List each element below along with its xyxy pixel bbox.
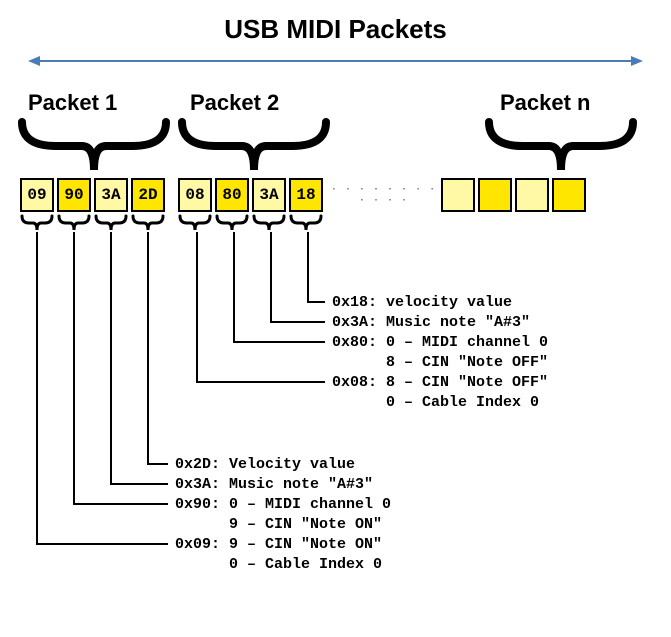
brace-packet1 (18, 118, 170, 174)
leader-lines (0, 232, 671, 637)
brace-packetn (485, 118, 637, 174)
small-braces (20, 214, 330, 232)
p1-desc-l2: 0x3A: Music note "A#3" (175, 476, 373, 493)
p2-desc-l3: 0x80: 0 – MIDI channel 0 (332, 334, 548, 351)
p1-desc-l4: 9 – CIN "Note ON" (175, 516, 382, 533)
p1-desc-l5: 0x09: 9 – CIN "Note ON" (175, 536, 382, 553)
p1-byte1: 90 (57, 178, 91, 212)
p1-desc-l3: 0x90: 0 – MIDI channel 0 (175, 496, 391, 513)
pn-byte1 (478, 178, 512, 212)
brace-packet2 (178, 118, 330, 174)
p2-desc-l1: 0x18: velocity value (332, 294, 512, 311)
byte-row: 09 90 3A 2D 08 80 3A 18 · · · · · · · · … (20, 178, 589, 212)
p1-desc-l6: 0 – Cable Index 0 (175, 556, 382, 573)
p2-desc-l5: 0x08: 8 – CIN "Note OFF" (332, 374, 548, 391)
span-arrow (28, 54, 643, 68)
diagram-title: USB MIDI Packets (0, 14, 671, 45)
pn-byte2 (515, 178, 549, 212)
p2-desc-l6: 0 – Cable Index 0 (332, 394, 539, 411)
p2-byte3: 18 (289, 178, 323, 212)
packetn-label: Packet n (500, 90, 591, 116)
p2-byte1: 80 (215, 178, 249, 212)
p2-desc-l2: 0x3A: Music note "A#3" (332, 314, 530, 331)
ellipsis: · · · · · · · · · · · · (326, 184, 441, 206)
p1-desc-l1: 0x2D: Velocity value (175, 456, 355, 473)
packet1-label: Packet 1 (28, 90, 117, 116)
packet2-label: Packet 2 (190, 90, 279, 116)
pn-byte0 (441, 178, 475, 212)
p1-byte0: 09 (20, 178, 54, 212)
p1-byte2: 3A (94, 178, 128, 212)
pn-byte3 (552, 178, 586, 212)
p2-byte2: 3A (252, 178, 286, 212)
p2-desc-l4: 8 – CIN "Note OFF" (332, 354, 548, 371)
p2-byte0: 08 (178, 178, 212, 212)
p1-byte3: 2D (131, 178, 165, 212)
